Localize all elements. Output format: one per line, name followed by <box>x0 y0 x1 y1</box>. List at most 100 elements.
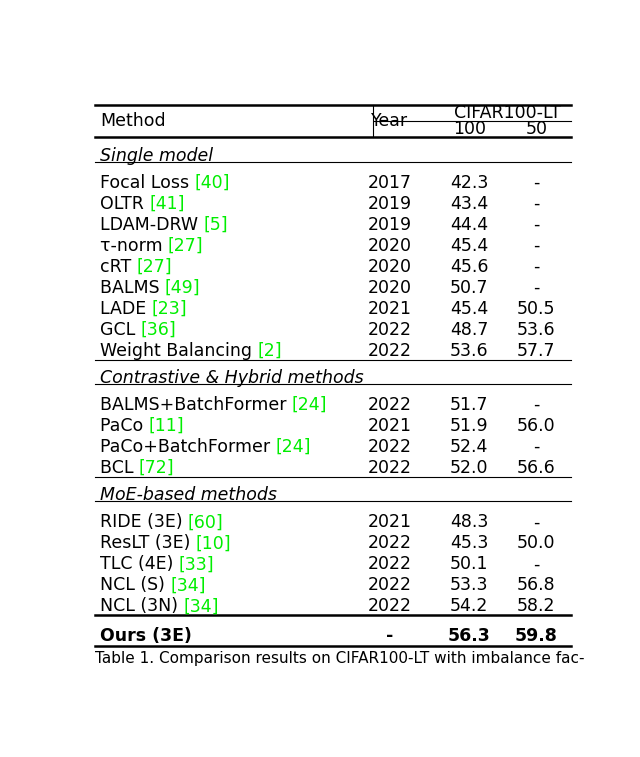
Text: -: - <box>533 195 540 213</box>
Text: 52.0: 52.0 <box>450 459 488 477</box>
Text: 56.0: 56.0 <box>517 417 556 435</box>
Text: BALMS+BatchFormer: BALMS+BatchFormer <box>100 396 292 414</box>
Text: Focal Loss: Focal Loss <box>100 174 195 192</box>
Text: -: - <box>533 438 540 456</box>
Text: 56.6: 56.6 <box>517 459 556 477</box>
Text: 45.3: 45.3 <box>450 534 488 553</box>
Text: [24]: [24] <box>292 396 327 414</box>
Text: PaCo: PaCo <box>100 417 148 435</box>
Text: -: - <box>533 556 540 573</box>
Text: 45.4: 45.4 <box>450 237 488 255</box>
Text: Single model: Single model <box>100 147 213 165</box>
Text: -: - <box>533 237 540 255</box>
Text: -: - <box>387 627 394 645</box>
Text: 2021: 2021 <box>368 513 412 531</box>
Text: 48.3: 48.3 <box>450 513 488 531</box>
Text: BALMS: BALMS <box>100 279 165 297</box>
Text: Table 1. Comparison results on CIFAR100-LT with imbalance fac-: Table 1. Comparison results on CIFAR100-… <box>95 651 584 666</box>
Text: 48.7: 48.7 <box>450 321 488 339</box>
Text: CIFAR100-LT: CIFAR100-LT <box>454 104 561 123</box>
Text: 2022: 2022 <box>368 321 412 339</box>
Text: 43.4: 43.4 <box>450 195 488 213</box>
Text: 56.3: 56.3 <box>448 627 491 645</box>
Text: [5]: [5] <box>204 216 228 234</box>
Text: -: - <box>533 513 540 531</box>
Text: [23]: [23] <box>152 300 188 318</box>
Text: 2022: 2022 <box>368 534 412 553</box>
Text: 53.3: 53.3 <box>450 576 488 594</box>
Text: Year: Year <box>371 113 408 130</box>
Text: 51.9: 51.9 <box>450 417 489 435</box>
Text: 2019: 2019 <box>368 195 412 213</box>
Text: [36]: [36] <box>141 321 177 339</box>
Text: 2022: 2022 <box>368 342 412 360</box>
Text: [2]: [2] <box>257 342 282 360</box>
Text: BCL: BCL <box>100 459 139 477</box>
Text: MoE-based methods: MoE-based methods <box>100 486 276 504</box>
Text: Weight Balancing: Weight Balancing <box>100 342 257 360</box>
Text: ResLT (3E): ResLT (3E) <box>100 534 196 553</box>
Text: 2020: 2020 <box>368 237 412 255</box>
Text: [27]: [27] <box>136 258 172 276</box>
Text: 50.7: 50.7 <box>450 279 488 297</box>
Text: [33]: [33] <box>179 556 214 573</box>
Text: 2021: 2021 <box>368 417 412 435</box>
Text: -: - <box>533 174 540 192</box>
Text: -: - <box>533 258 540 276</box>
Text: [27]: [27] <box>168 237 204 255</box>
Text: [34]: [34] <box>183 597 219 615</box>
Text: RIDE (3E): RIDE (3E) <box>100 513 188 531</box>
Text: 2022: 2022 <box>368 597 412 615</box>
Text: 2020: 2020 <box>368 258 412 276</box>
Text: 2022: 2022 <box>368 556 412 573</box>
Text: [24]: [24] <box>275 438 311 456</box>
Text: GCL: GCL <box>100 321 141 339</box>
Text: 50.5: 50.5 <box>517 300 556 318</box>
Text: 57.7: 57.7 <box>517 342 556 360</box>
Text: 52.4: 52.4 <box>450 438 488 456</box>
Text: 2021: 2021 <box>368 300 412 318</box>
Text: 50.1: 50.1 <box>450 556 488 573</box>
Text: 56.8: 56.8 <box>517 576 556 594</box>
Text: 58.2: 58.2 <box>517 597 556 615</box>
Text: LADE: LADE <box>100 300 152 318</box>
Text: τ-norm: τ-norm <box>100 237 168 255</box>
Text: TLC (4E): TLC (4E) <box>100 556 179 573</box>
Text: 2022: 2022 <box>368 576 412 594</box>
Text: -: - <box>533 396 540 414</box>
Text: 2022: 2022 <box>368 459 412 477</box>
Text: [11]: [11] <box>148 417 184 435</box>
Text: PaCo+BatchFormer: PaCo+BatchFormer <box>100 438 275 456</box>
Text: 50.0: 50.0 <box>517 534 556 553</box>
Text: -: - <box>533 216 540 234</box>
Text: [41]: [41] <box>149 195 185 213</box>
Text: 42.3: 42.3 <box>450 174 488 192</box>
Text: 2019: 2019 <box>368 216 412 234</box>
Text: OLTR: OLTR <box>100 195 149 213</box>
Text: 44.4: 44.4 <box>451 216 488 234</box>
Text: 2022: 2022 <box>368 438 412 456</box>
Text: [60]: [60] <box>188 513 224 531</box>
Text: [40]: [40] <box>195 174 230 192</box>
Text: [34]: [34] <box>170 576 205 594</box>
Text: 53.6: 53.6 <box>517 321 556 339</box>
Text: 2022: 2022 <box>368 396 412 414</box>
Text: [10]: [10] <box>196 534 231 553</box>
Text: 45.6: 45.6 <box>450 258 488 276</box>
Text: cRT: cRT <box>100 258 136 276</box>
Text: Method: Method <box>100 113 166 130</box>
Text: 50: 50 <box>525 120 547 139</box>
Text: 54.2: 54.2 <box>450 597 488 615</box>
Text: 45.4: 45.4 <box>450 300 488 318</box>
Text: [49]: [49] <box>165 279 200 297</box>
Text: 2017: 2017 <box>368 174 412 192</box>
Text: [72]: [72] <box>139 459 175 477</box>
Text: Ours (3E): Ours (3E) <box>100 627 198 645</box>
Text: 2020: 2020 <box>368 279 412 297</box>
Text: 51.7: 51.7 <box>450 396 488 414</box>
Text: LDAM-DRW: LDAM-DRW <box>100 216 204 234</box>
Text: -: - <box>533 279 540 297</box>
Text: 53.6: 53.6 <box>450 342 489 360</box>
Text: 100: 100 <box>453 120 486 139</box>
Text: NCL (3N): NCL (3N) <box>100 597 183 615</box>
